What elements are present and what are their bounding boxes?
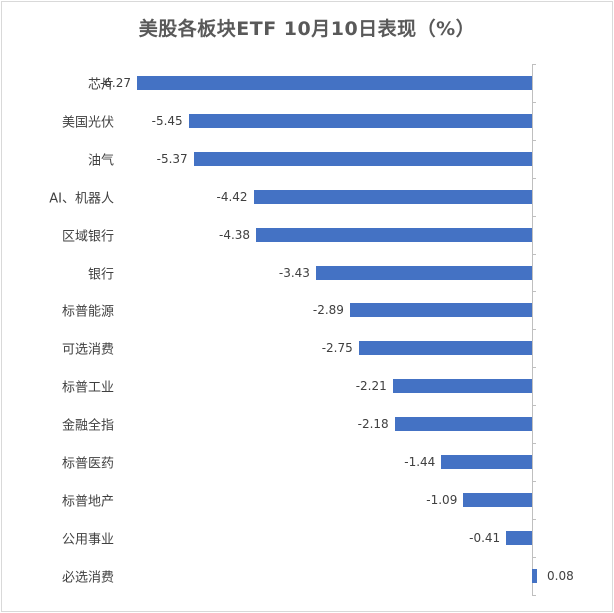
chart-title: 美股各板块ETF 10月10日表现（%） [138, 18, 476, 40]
bar [315, 265, 532, 280]
bar-row: 芯片 -6.27 [0, 64, 614, 102]
bar [392, 379, 532, 394]
axis-tick [532, 518, 536, 520]
category-label: 标普能源 [61, 304, 114, 320]
bar [253, 189, 532, 204]
bar-row: 银行 -3.43 [0, 254, 614, 292]
axis-tick [532, 556, 536, 558]
axis-tick [532, 367, 536, 369]
category-label: 必选消费 [61, 570, 114, 586]
category-label: AI、机器人 [49, 191, 114, 207]
value-label: -3.43 [278, 265, 310, 280]
axis-tick [532, 594, 536, 596]
bar [193, 151, 532, 166]
axis-tick [532, 101, 536, 103]
bar-row: 可选消费 -2.75 [0, 329, 614, 367]
category-label: 芯片 [87, 77, 114, 93]
bar-row: 标普工业 -2.21 [0, 367, 614, 405]
axis-tick [532, 329, 536, 331]
axis-tick [532, 405, 536, 407]
axis-tick [532, 177, 536, 179]
axis-tick [532, 291, 536, 293]
category-label: 标普地产 [61, 494, 114, 510]
bar-row: 油气 -5.37 [0, 140, 614, 178]
value-label: -1.44 [404, 455, 436, 469]
value-label: -6.27 [99, 76, 131, 90]
category-label: 银行 [87, 267, 114, 282]
category-label: 油气 [87, 153, 114, 169]
axis-tick [532, 139, 536, 141]
bar [506, 530, 532, 545]
bar-row: 标普能源 -2.89 [0, 291, 614, 329]
value-label: -2.18 [357, 417, 389, 432]
category-label: 标普医药 [61, 456, 114, 472]
bar-row: 金融全指 -2.18 [0, 405, 614, 443]
axis-tick [532, 215, 536, 217]
value-label: 0.08 [547, 568, 574, 583]
value-label: -1.09 [426, 492, 458, 507]
bar-row: 美国光伏 -5.45 [0, 102, 614, 140]
category-label: 美国光伏 [61, 115, 114, 131]
bar [463, 492, 532, 507]
value-label: -2.21 [355, 379, 387, 394]
value-label: -4.38 [219, 227, 251, 242]
category-label: 标普工业 [61, 380, 114, 396]
bar [394, 417, 532, 432]
axis-tick [532, 64, 536, 65]
value-label: -4.42 [216, 189, 248, 204]
value-label: -5.37 [156, 151, 188, 166]
value-label: -2.75 [321, 341, 353, 356]
bar-row: AI、机器人 -4.42 [0, 178, 614, 216]
value-label: -0.41 [469, 530, 501, 545]
bar-row: 必选消费 0.08 [0, 557, 614, 595]
bar-row: 区域银行 -4.38 [0, 216, 614, 254]
category-label: 区域银行 [61, 229, 114, 245]
bar [441, 455, 532, 469]
bar [532, 568, 538, 583]
value-label: -5.45 [151, 113, 183, 128]
axis-tick [532, 443, 536, 444]
bar-row: 公用事业 -0.41 [0, 519, 614, 557]
bar [358, 341, 532, 356]
axis-tick [532, 480, 536, 482]
category-label: 可选消费 [61, 342, 114, 358]
bar [137, 76, 532, 90]
bar [188, 113, 532, 128]
bar [256, 227, 532, 242]
value-label: -2.89 [312, 303, 344, 318]
category-label: 金融全指 [61, 418, 114, 434]
bar-row: 标普医药 -1.44 [0, 443, 614, 481]
axis-tick [532, 253, 536, 255]
bar-row: 标普地产 -1.09 [0, 481, 614, 519]
category-label: 公用事业 [61, 532, 114, 548]
bar [349, 303, 532, 318]
